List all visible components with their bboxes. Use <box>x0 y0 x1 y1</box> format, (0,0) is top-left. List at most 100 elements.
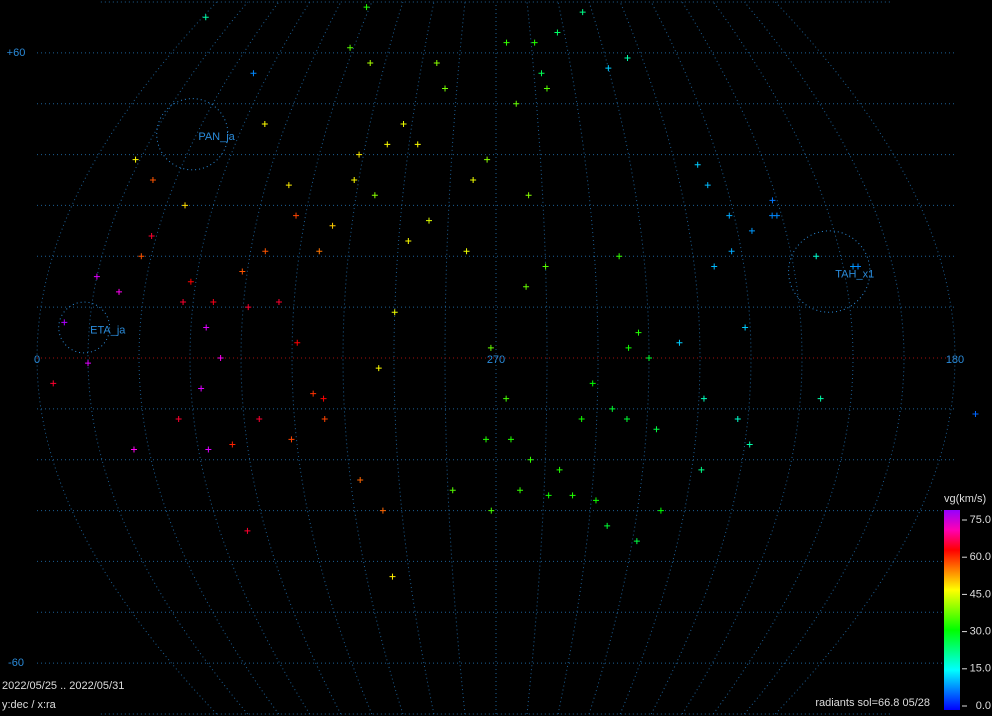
y-tick-label: -60 <box>8 657 24 669</box>
radiant <box>623 416 630 423</box>
y-tick-label: +60 <box>7 47 26 59</box>
radiant <box>556 466 563 473</box>
colorbar-tick-label: 45.0 <box>970 588 991 600</box>
radiant <box>625 344 632 351</box>
meridian <box>619 1 701 715</box>
radiant <box>367 60 374 67</box>
colorbar-tick-label: 15.0 <box>970 663 991 675</box>
radiant <box>503 395 510 402</box>
radiant <box>116 288 123 295</box>
radiant <box>531 39 538 46</box>
radiant <box>487 344 494 351</box>
radiant <box>389 573 396 580</box>
radiant <box>545 492 552 499</box>
radiant <box>400 121 407 128</box>
radiant <box>239 268 246 275</box>
radiant <box>769 197 776 204</box>
radiant <box>513 100 520 107</box>
meridian <box>557 1 599 715</box>
radiant <box>463 248 470 255</box>
radiant <box>371 192 378 199</box>
radiant <box>210 299 217 306</box>
radiant <box>694 161 701 168</box>
meridian <box>650 1 752 715</box>
shower-label: TAH_x1 <box>835 268 874 280</box>
radiant <box>217 355 224 361</box>
radiant <box>316 248 323 255</box>
radiant <box>379 507 386 514</box>
shower-label: PAN_ja <box>198 131 235 143</box>
caption: radiants sol=66.8 05/28 <box>815 697 930 709</box>
radiant <box>363 4 370 11</box>
radiant <box>256 416 263 423</box>
radiant <box>483 436 490 443</box>
radiant <box>85 360 92 367</box>
radiant <box>245 304 252 311</box>
radiant <box>293 212 300 219</box>
radiant <box>187 278 194 285</box>
radiant <box>633 538 640 545</box>
radiant <box>321 416 328 423</box>
graticule <box>36 1 956 715</box>
colorbar-tick-label: 60.0 <box>970 551 991 563</box>
radiant <box>657 507 664 514</box>
meridian <box>775 1 956 715</box>
radiant <box>503 39 510 46</box>
radiant <box>262 248 269 255</box>
radiant <box>773 212 780 219</box>
radiant <box>405 238 412 245</box>
radiant <box>653 426 660 433</box>
radiant <box>484 156 491 163</box>
x-tick-label: 180 <box>946 354 964 366</box>
radiant <box>426 217 433 224</box>
radiant <box>148 232 155 239</box>
colorbar-tick-label: 75.0 <box>970 514 991 526</box>
radiant <box>616 253 623 260</box>
radiant <box>175 416 182 423</box>
radiant <box>817 395 824 402</box>
radiant <box>202 14 209 21</box>
radiant <box>391 309 398 316</box>
radiant <box>711 263 718 270</box>
meridian <box>393 1 435 715</box>
radiant <box>538 70 545 77</box>
x-tick-label: 270 <box>487 354 505 366</box>
radiant <box>329 222 336 229</box>
radiant <box>442 85 449 92</box>
radiant <box>347 44 354 51</box>
radiant <box>507 436 514 443</box>
radiant <box>635 329 642 336</box>
radiant <box>285 182 292 189</box>
radiant <box>205 446 212 453</box>
radiant <box>261 121 268 128</box>
radiant <box>726 212 733 219</box>
radiant <box>488 507 495 514</box>
meridian <box>138 1 280 715</box>
radiant <box>855 263 862 270</box>
radiant <box>646 355 652 361</box>
radiant <box>517 487 524 494</box>
radiant <box>433 60 440 67</box>
radiant <box>746 441 753 448</box>
radiant <box>93 273 100 280</box>
meridian <box>526 1 548 715</box>
radiant <box>61 319 68 326</box>
colorbar-tick-label: 0.0 <box>976 700 991 712</box>
radiant <box>700 395 707 402</box>
radiant <box>244 527 251 534</box>
radiant <box>592 497 599 504</box>
x-tick-label: 0 <box>34 354 40 366</box>
shower-circle <box>788 230 871 313</box>
radiant <box>523 283 530 290</box>
radiant <box>180 299 187 306</box>
radiant <box>813 253 820 260</box>
radiant <box>357 477 364 484</box>
radiant <box>589 380 596 387</box>
radiant <box>310 390 317 397</box>
radiant <box>356 151 363 158</box>
radiant <box>50 380 57 387</box>
radiant <box>414 141 421 148</box>
radiant <box>351 177 358 183</box>
radiant <box>132 156 139 163</box>
radiant <box>578 416 585 423</box>
